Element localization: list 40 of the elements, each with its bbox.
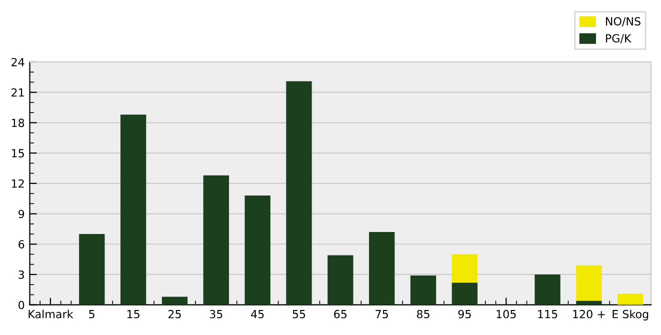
- legend-label: PG/K: [606, 34, 632, 44]
- y-tick-label: 9: [18, 210, 24, 218]
- x-tick-label: 5: [89, 310, 94, 318]
- bar: [368, 232, 395, 305]
- x-tick-label: 15: [127, 310, 140, 318]
- y-tick-label: 21: [12, 88, 24, 97]
- y-tick-label: 6: [18, 240, 24, 249]
- x-tick-label: E Skog: [612, 310, 648, 320]
- x-tick-label: 105: [496, 310, 516, 318]
- bar: [79, 234, 105, 305]
- x-tick-label: 85: [416, 310, 430, 318]
- bar: [452, 254, 478, 283]
- x-tick-label: 115: [538, 310, 558, 318]
- bar: [162, 296, 188, 305]
- bar: [286, 81, 312, 305]
- bar: [244, 196, 270, 305]
- x-tick-label: 95: [458, 310, 471, 318]
- x-tick-label: Kalmark: [28, 310, 74, 318]
- x-tick-label: 45: [251, 310, 264, 318]
- legend-label: NO/NS: [606, 17, 640, 26]
- x-tick-label: 65: [334, 310, 347, 318]
- x-tick-label: 25: [168, 310, 181, 318]
- bar: [203, 175, 229, 305]
- bar: [452, 282, 478, 305]
- bar: [410, 276, 436, 305]
- y-tick-label: 0: [18, 300, 24, 310]
- x-tick-label: 75: [376, 310, 388, 318]
- bar: [618, 294, 644, 305]
- bar: [328, 255, 354, 305]
- y-tick-label: 15: [12, 149, 24, 158]
- x-tick-label: 120 +: [573, 310, 605, 318]
- x-tick-label: 35: [210, 310, 222, 318]
- bar: [534, 274, 560, 305]
- bar: [576, 265, 602, 301]
- x-tick-label: 55: [292, 310, 306, 318]
- y-tick-label: 24: [12, 58, 24, 66]
- y-tick-label: 12: [12, 179, 24, 188]
- y-tick-label: 18: [12, 118, 24, 128]
- bar: [120, 114, 146, 305]
- y-tick-label: 3: [18, 270, 24, 279]
